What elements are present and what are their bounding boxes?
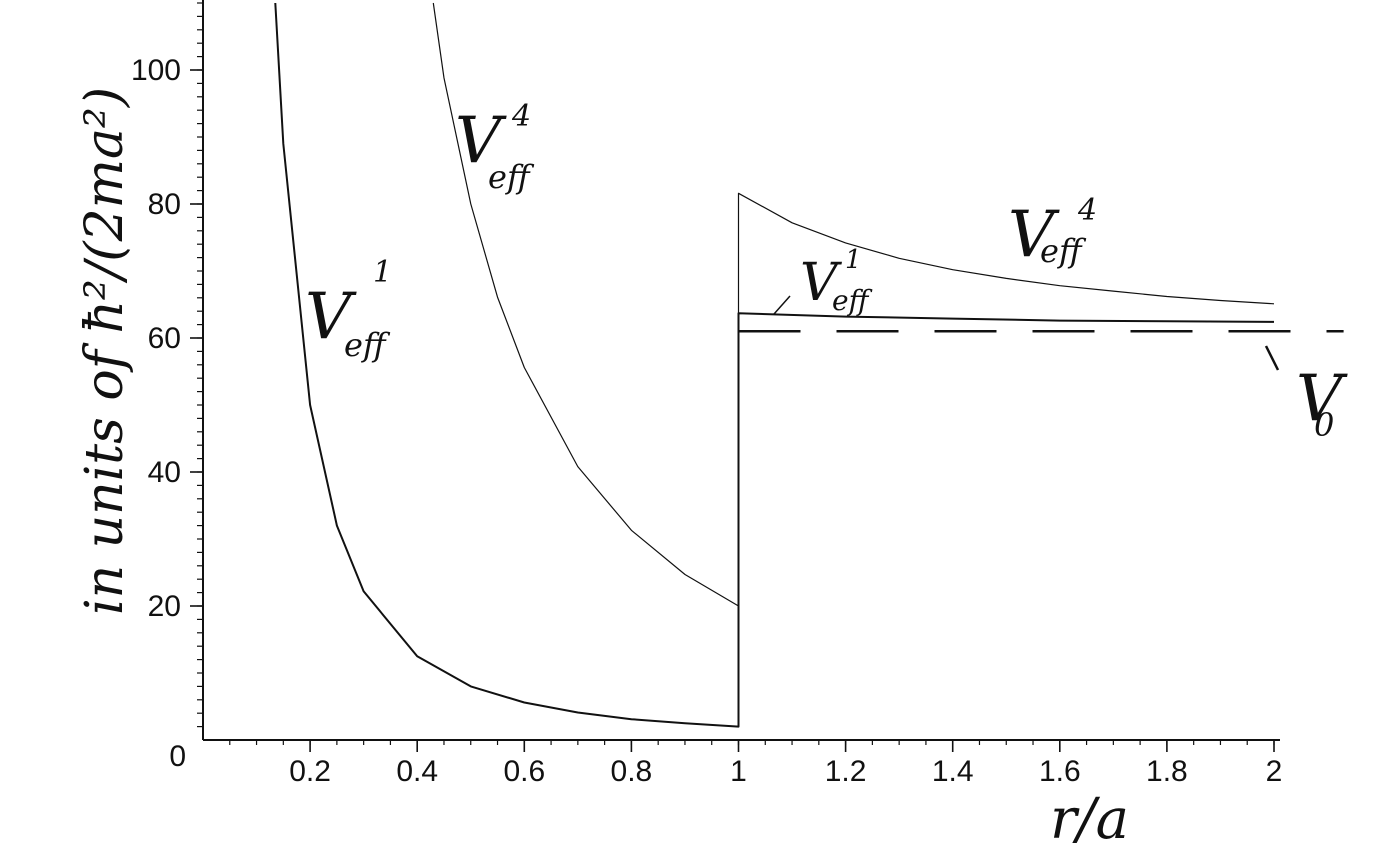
series-label-veff4-left: V 4 eff xyxy=(455,99,535,196)
veff1-left-main: V xyxy=(305,280,357,354)
veff1-left-sup: 1 xyxy=(373,255,392,290)
x-tick-label: 1.6 xyxy=(1039,755,1081,788)
x-major-ticks: 0.2 0.4 0.6 0.8 1 1.2 1.4 1.6 1.8 2 xyxy=(289,740,1282,788)
y-tick-label: 20 xyxy=(148,590,181,623)
x-tick-label: 1.4 xyxy=(932,755,974,788)
y-major-ticks: 0 20 40 60 80 100 xyxy=(131,54,203,773)
series-label-veff4-right: V 4 eff xyxy=(1008,193,1097,272)
v0-main: V xyxy=(1296,362,1348,436)
y-axis: 0 20 40 60 80 100 xyxy=(131,0,204,773)
x-tick-label: 1.2 xyxy=(825,755,867,788)
x-axis: 0.2 0.4 0.6 0.8 1 1.2 1.4 1.6 1.8 2 xyxy=(203,739,1282,788)
veff1-right-sub: eff xyxy=(832,284,873,317)
veff4-right-main: V xyxy=(1008,198,1060,272)
v0-pointer xyxy=(1264,345,1280,371)
veff4-right-sup: 4 xyxy=(1077,193,1097,228)
series-veff4-line xyxy=(432,2,1275,607)
series-label-veff1-left: V 1 eff xyxy=(305,255,392,364)
x-axis-label: r/a xyxy=(1050,787,1129,852)
veff1-left-sub: eff xyxy=(344,326,391,364)
x-tick-label: 0.4 xyxy=(396,755,438,788)
y-tick-label: 0 xyxy=(169,740,186,773)
series-layer xyxy=(274,2,1344,728)
y-axis-label: in units of ħ²/(2ma²) xyxy=(75,87,135,615)
y-minor-ticks xyxy=(197,2,203,728)
x-tick-label: 1 xyxy=(730,755,747,788)
x-tick-label: 0.2 xyxy=(289,755,331,788)
veff4-right-sub: eff xyxy=(1040,232,1087,270)
x-minor-ticks xyxy=(229,740,1275,745)
x-tick-label: 2 xyxy=(1266,755,1283,788)
y-tick-label: 80 xyxy=(148,188,181,221)
veff4-left-sub: eff xyxy=(488,158,535,196)
x-tick-label: 0.8 xyxy=(611,755,653,788)
series-label-v0: V 0 xyxy=(1264,345,1348,444)
v0-sub: 0 xyxy=(1314,406,1334,444)
veff1-right-main: V xyxy=(800,253,842,313)
veff1-pointer xyxy=(773,295,791,315)
veff4-left-sup: 4 xyxy=(511,99,531,134)
y-tick-label: 100 xyxy=(131,54,181,87)
veff1-right-sup: 1 xyxy=(845,245,862,275)
y-tick-label: 40 xyxy=(148,456,181,489)
veff4-left-main: V xyxy=(455,104,507,178)
x-tick-label: 0.6 xyxy=(503,755,545,788)
series-veff1-line xyxy=(274,2,1275,728)
series-label-veff1-right: V 1 eff xyxy=(773,245,873,317)
y-tick-label: 60 xyxy=(148,322,181,355)
x-tick-label: 1.8 xyxy=(1146,755,1188,788)
